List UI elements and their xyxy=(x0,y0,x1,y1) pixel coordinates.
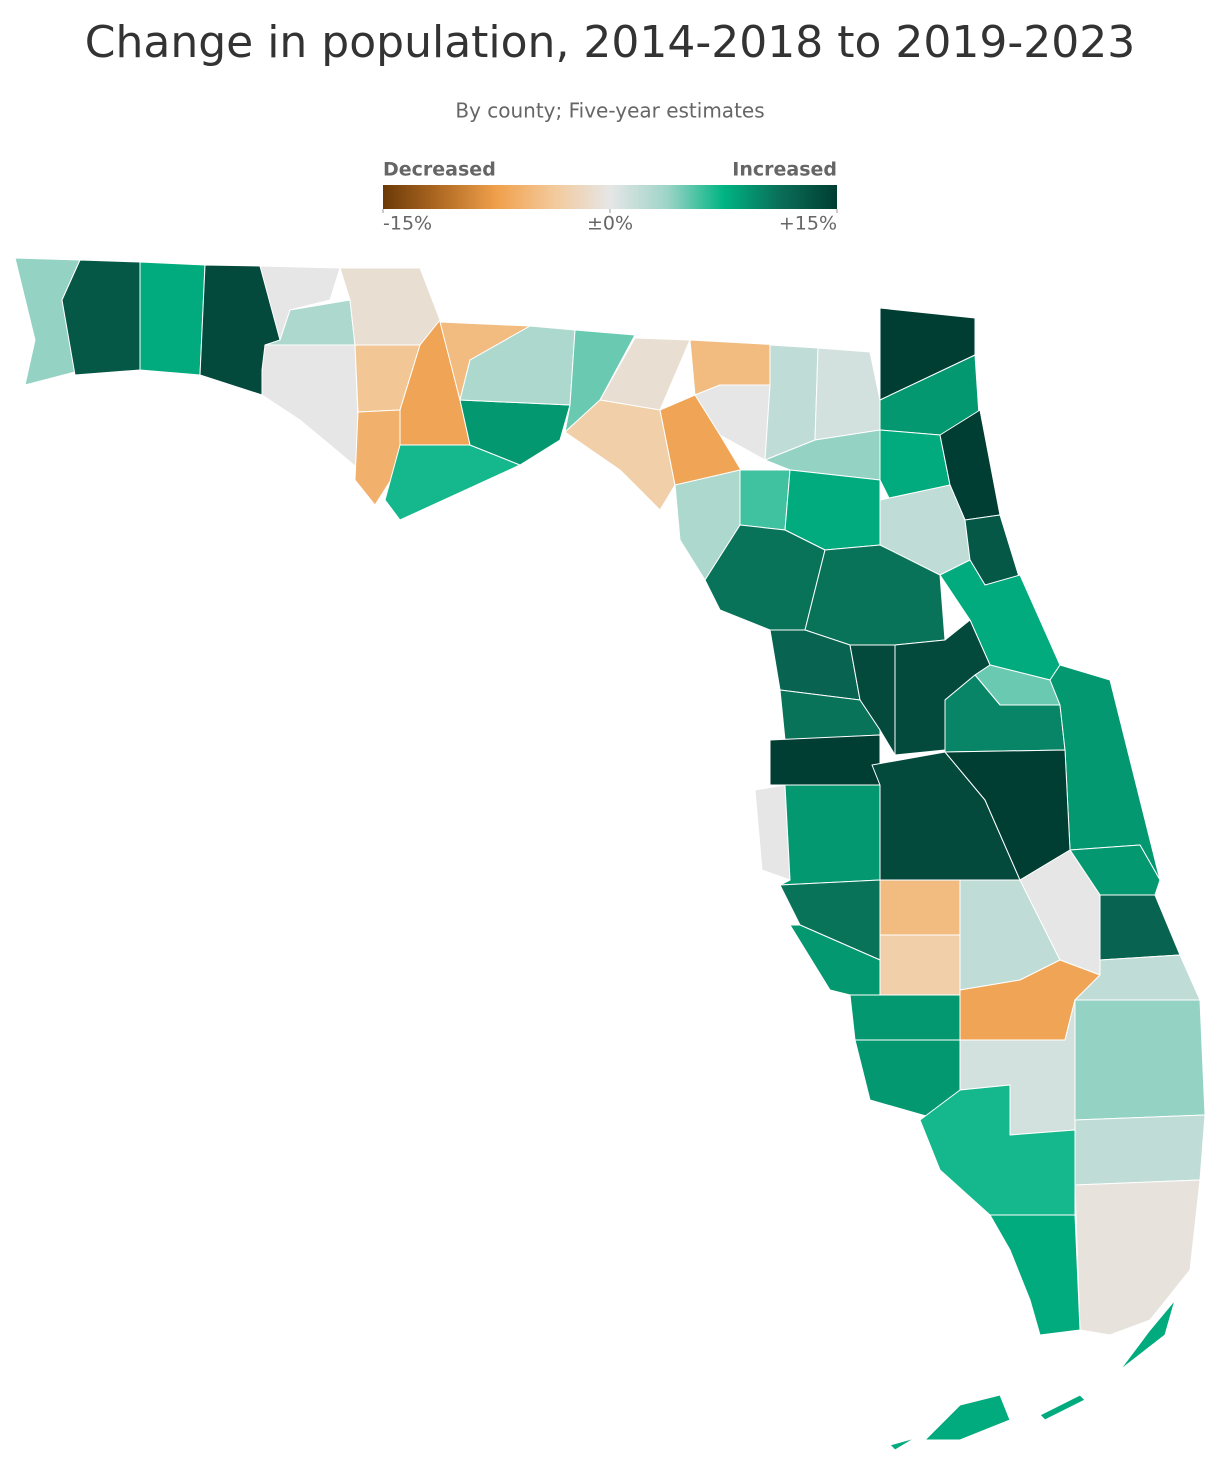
county xyxy=(259,265,341,341)
county xyxy=(384,444,521,521)
legend-tick-label: ±0% xyxy=(587,213,633,235)
county xyxy=(261,344,361,471)
county xyxy=(564,399,676,511)
legend-low-label: Decreased xyxy=(383,159,496,181)
county xyxy=(754,784,791,881)
county-islands xyxy=(1119,1299,1176,1371)
county xyxy=(139,261,206,376)
county xyxy=(1074,999,1206,1121)
county xyxy=(849,994,961,1041)
county xyxy=(989,1214,1081,1336)
legend-tick-label: -15% xyxy=(383,213,432,235)
county xyxy=(879,879,961,936)
legend-tick-label: +15% xyxy=(779,213,837,235)
legend-color-bar xyxy=(383,185,837,209)
county xyxy=(1074,1114,1206,1186)
chart-title: Change in population, 2014-2018 to 2019-… xyxy=(85,17,1135,68)
county xyxy=(779,689,881,741)
county xyxy=(814,347,881,441)
county xyxy=(769,734,881,786)
county-islands xyxy=(889,1437,916,1451)
chart-subtitle: By county; Five-year estimates xyxy=(455,99,764,123)
legend-high-label: Increased xyxy=(732,159,837,181)
county xyxy=(61,259,141,376)
map xyxy=(14,257,1206,1451)
county-islands xyxy=(924,1394,1011,1441)
county xyxy=(659,394,751,486)
county xyxy=(1099,894,1181,961)
county xyxy=(739,469,791,531)
county xyxy=(779,784,881,886)
county xyxy=(1074,1179,1201,1336)
county xyxy=(879,934,961,996)
county xyxy=(849,644,896,756)
county xyxy=(339,267,441,346)
county-islands xyxy=(1039,1394,1086,1421)
